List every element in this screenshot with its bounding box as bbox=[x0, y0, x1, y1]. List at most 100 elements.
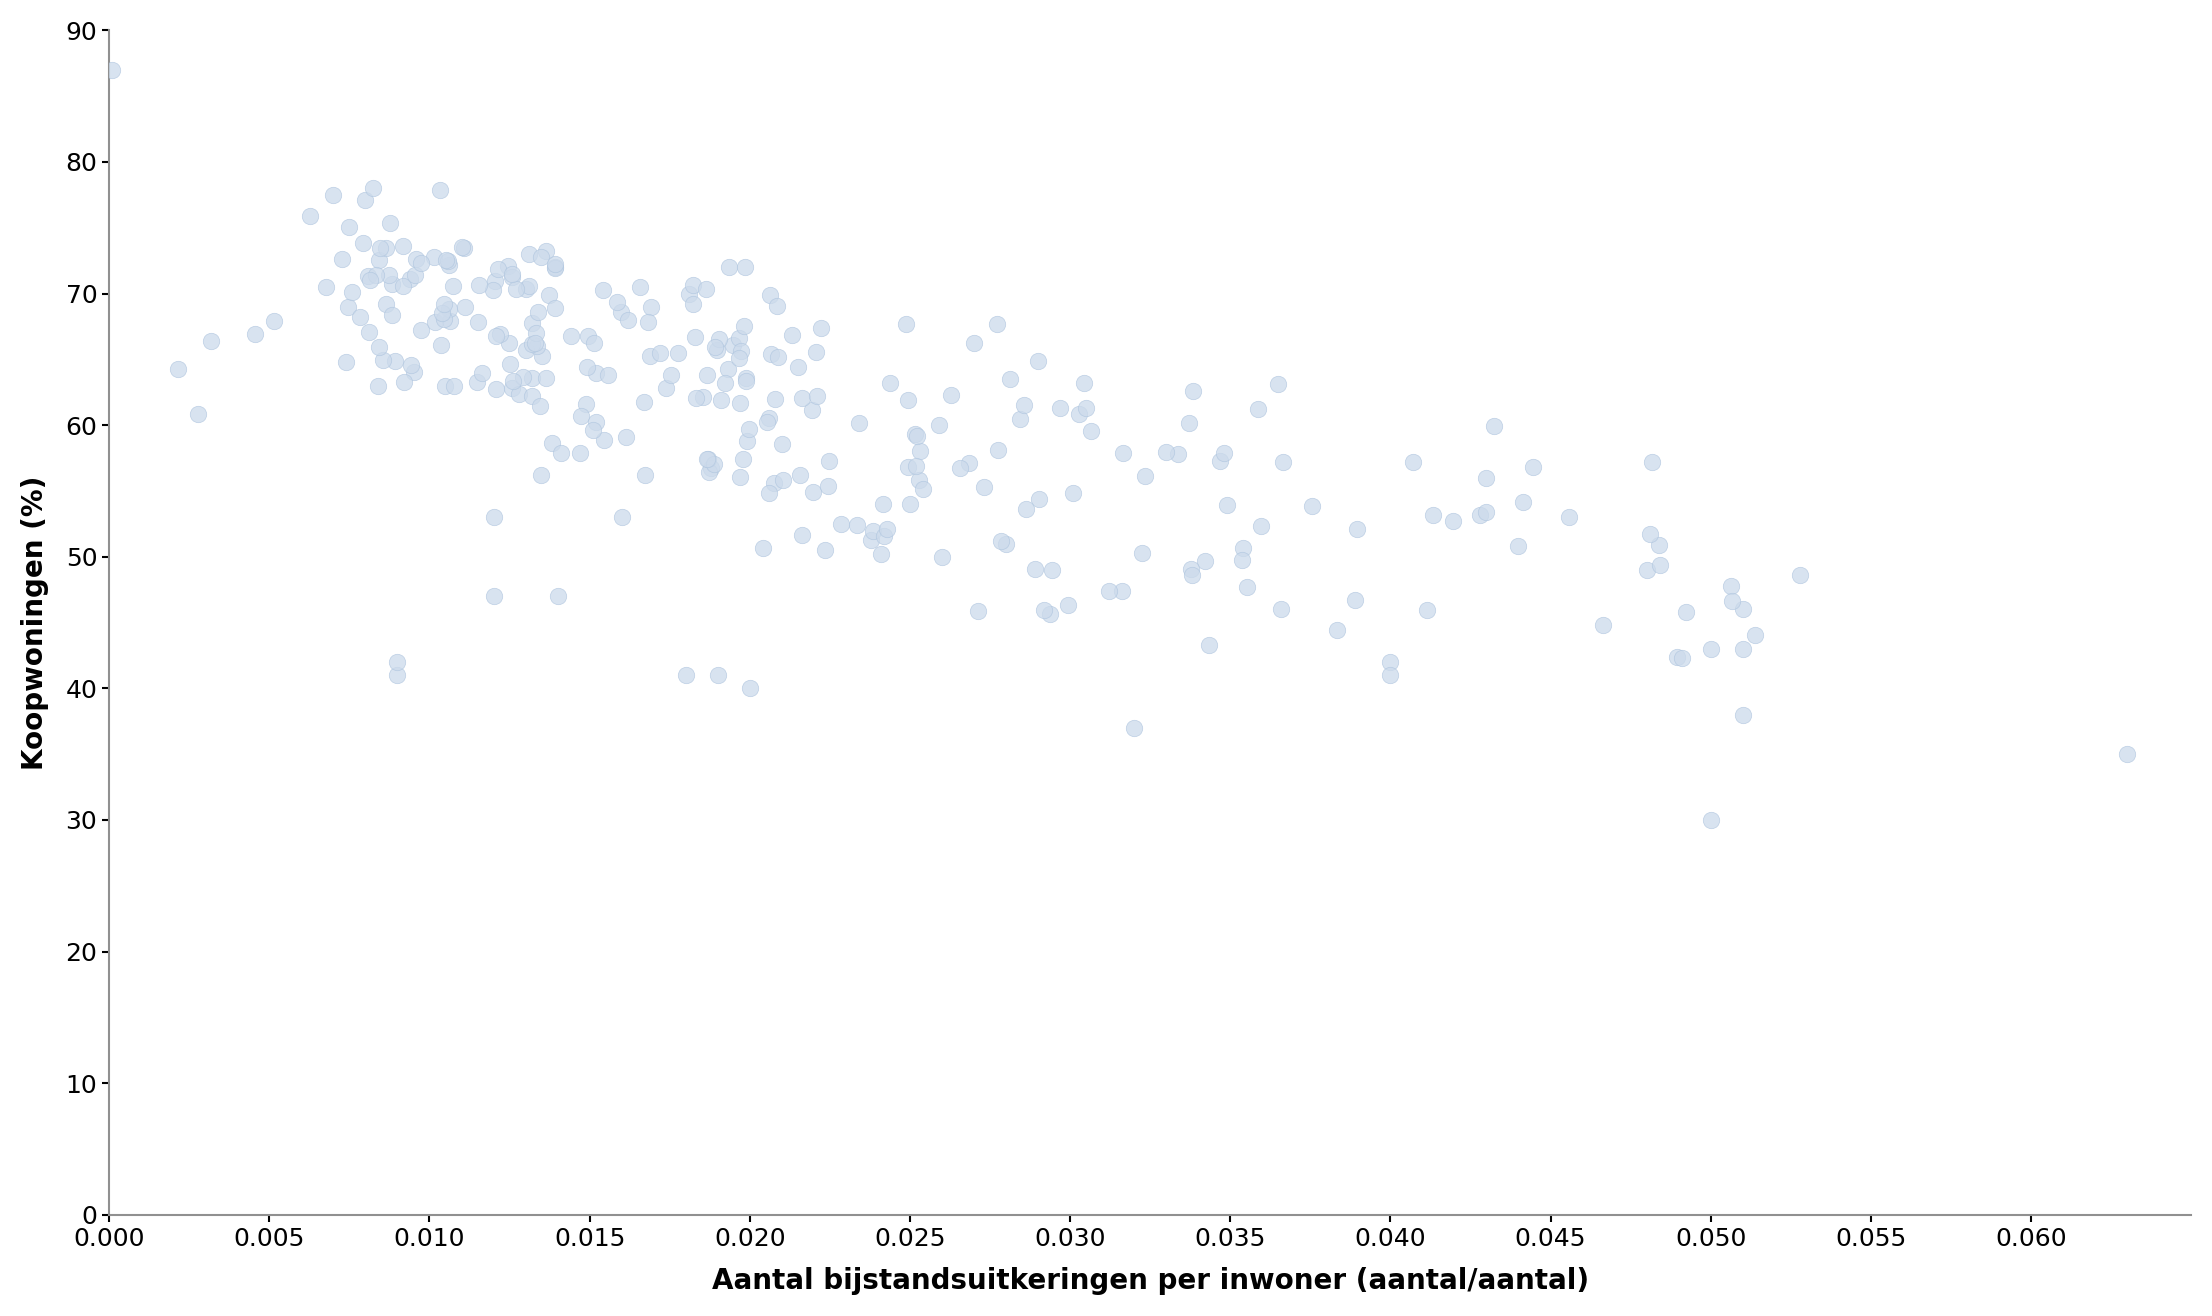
Point bbox=[1009, 499, 1044, 520]
Point bbox=[902, 440, 938, 461]
Point bbox=[396, 362, 431, 383]
Point bbox=[688, 365, 723, 386]
Point bbox=[330, 297, 365, 318]
Point bbox=[803, 317, 838, 338]
Point bbox=[672, 283, 708, 304]
Point bbox=[728, 370, 763, 391]
Point bbox=[522, 395, 557, 416]
Point bbox=[1469, 467, 1504, 488]
Point bbox=[1020, 350, 1055, 371]
Point bbox=[447, 296, 482, 317]
Point bbox=[425, 303, 460, 324]
Point bbox=[511, 275, 546, 296]
Point bbox=[1725, 638, 1761, 659]
Point bbox=[1504, 491, 1540, 512]
Point bbox=[1066, 372, 1102, 393]
Point bbox=[493, 263, 529, 284]
Point bbox=[942, 458, 978, 479]
Point bbox=[608, 426, 644, 447]
Point bbox=[925, 546, 960, 567]
Point bbox=[538, 258, 573, 279]
Point bbox=[515, 333, 551, 354]
Point bbox=[754, 343, 790, 365]
Point bbox=[1659, 646, 1694, 667]
Point bbox=[1725, 599, 1761, 620]
Point bbox=[726, 449, 761, 470]
Point bbox=[759, 295, 794, 316]
Point bbox=[586, 279, 622, 300]
Point bbox=[568, 393, 604, 415]
Point bbox=[380, 665, 416, 686]
Point bbox=[323, 247, 358, 268]
Point bbox=[1663, 647, 1699, 669]
Point bbox=[1462, 505, 1498, 526]
Point bbox=[343, 307, 378, 328]
Point bbox=[810, 475, 845, 496]
Point bbox=[1068, 397, 1104, 418]
Point bbox=[520, 301, 555, 322]
Point bbox=[1243, 516, 1279, 537]
Point bbox=[1263, 599, 1298, 620]
Point bbox=[482, 322, 518, 343]
Point bbox=[661, 342, 697, 363]
Point bbox=[604, 301, 639, 322]
Point bbox=[712, 257, 748, 278]
Point bbox=[1338, 519, 1374, 540]
Point bbox=[431, 299, 467, 320]
Point bbox=[967, 476, 1002, 497]
Point bbox=[502, 384, 538, 405]
Point bbox=[431, 254, 467, 275]
Point bbox=[982, 530, 1018, 551]
Point bbox=[332, 217, 367, 238]
Point bbox=[774, 325, 810, 346]
Point bbox=[591, 365, 626, 386]
Point bbox=[750, 408, 785, 429]
Point bbox=[865, 494, 900, 515]
Point bbox=[630, 311, 666, 332]
Y-axis label: Koopwoningen (%): Koopwoningen (%) bbox=[20, 475, 49, 770]
Point bbox=[1091, 580, 1126, 601]
Point bbox=[515, 312, 551, 333]
Point bbox=[564, 405, 599, 426]
Point bbox=[1055, 483, 1091, 504]
Point bbox=[480, 258, 515, 279]
Point bbox=[1551, 507, 1586, 528]
Point bbox=[1042, 397, 1077, 418]
Point bbox=[1469, 501, 1504, 522]
Point bbox=[763, 433, 799, 454]
Point bbox=[179, 404, 215, 425]
Point bbox=[493, 267, 529, 288]
Point bbox=[509, 340, 544, 361]
Point bbox=[745, 538, 781, 559]
Point bbox=[641, 342, 677, 363]
Point bbox=[427, 309, 462, 330]
Point bbox=[732, 418, 768, 440]
Point bbox=[571, 325, 606, 346]
Point bbox=[1051, 595, 1086, 616]
Point bbox=[599, 292, 635, 313]
Point bbox=[750, 482, 785, 503]
Point bbox=[478, 325, 513, 346]
Point bbox=[823, 513, 858, 534]
Point bbox=[841, 515, 876, 536]
Point bbox=[495, 370, 531, 391]
Point bbox=[714, 334, 750, 355]
Point bbox=[380, 651, 416, 672]
Point bbox=[1033, 603, 1068, 624]
Point bbox=[752, 284, 787, 305]
Point bbox=[1416, 505, 1451, 526]
Point bbox=[465, 362, 500, 383]
Point bbox=[192, 330, 228, 351]
Point bbox=[1586, 615, 1621, 636]
Point bbox=[1230, 576, 1265, 597]
Point bbox=[872, 372, 907, 393]
Point bbox=[476, 507, 511, 528]
Point bbox=[1338, 590, 1374, 611]
Point bbox=[1714, 575, 1750, 596]
Point bbox=[538, 254, 573, 275]
Point bbox=[648, 378, 684, 399]
Point bbox=[422, 179, 458, 200]
Point bbox=[524, 346, 560, 367]
Point bbox=[1124, 542, 1159, 563]
Point bbox=[361, 250, 396, 271]
